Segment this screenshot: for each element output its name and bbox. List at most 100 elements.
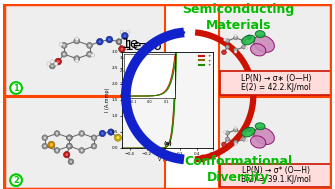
Ellipse shape xyxy=(251,44,266,56)
Circle shape xyxy=(233,48,238,52)
Circle shape xyxy=(43,144,47,148)
Circle shape xyxy=(233,128,238,132)
Circle shape xyxy=(61,51,67,57)
Circle shape xyxy=(234,35,237,37)
Circle shape xyxy=(66,143,72,149)
Circle shape xyxy=(109,130,113,134)
Circle shape xyxy=(225,45,229,49)
Circle shape xyxy=(55,58,62,65)
Text: 1: 1 xyxy=(13,84,19,93)
Circle shape xyxy=(67,143,72,149)
Text: E(2) = 42.2.KJ/mol: E(2) = 42.2.KJ/mol xyxy=(241,83,311,92)
Circle shape xyxy=(122,33,128,39)
Circle shape xyxy=(117,40,121,43)
Circle shape xyxy=(245,47,248,49)
Circle shape xyxy=(80,149,83,152)
Circle shape xyxy=(120,30,124,34)
Circle shape xyxy=(242,39,246,43)
Circle shape xyxy=(108,129,114,135)
Circle shape xyxy=(100,132,104,135)
Circle shape xyxy=(91,53,94,57)
Circle shape xyxy=(99,130,106,137)
Circle shape xyxy=(54,148,60,153)
Circle shape xyxy=(62,52,66,56)
Text: 2: 2 xyxy=(13,176,19,185)
Circle shape xyxy=(51,60,54,63)
Circle shape xyxy=(68,144,71,148)
Circle shape xyxy=(88,43,91,47)
Text: LP(N) → σ∗ (O—H): LP(N) → σ∗ (O—H) xyxy=(241,74,311,83)
Text: LP(N) → σ* (O—H): LP(N) → σ* (O—H) xyxy=(242,166,310,175)
Circle shape xyxy=(92,136,96,139)
Circle shape xyxy=(54,62,58,66)
Circle shape xyxy=(115,134,122,141)
Circle shape xyxy=(91,143,97,149)
Ellipse shape xyxy=(242,35,255,45)
Circle shape xyxy=(69,160,73,163)
Circle shape xyxy=(59,43,63,46)
Ellipse shape xyxy=(254,36,274,52)
Circle shape xyxy=(80,132,83,135)
FancyBboxPatch shape xyxy=(3,4,165,96)
Circle shape xyxy=(74,38,80,44)
Circle shape xyxy=(242,137,246,141)
Circle shape xyxy=(10,82,22,94)
Circle shape xyxy=(245,139,248,141)
Circle shape xyxy=(62,43,66,47)
Text: Semiconducting
Materials: Semiconducting Materials xyxy=(183,3,295,32)
Circle shape xyxy=(67,135,72,141)
Circle shape xyxy=(120,47,124,51)
Circle shape xyxy=(88,52,91,56)
Circle shape xyxy=(233,140,238,144)
FancyBboxPatch shape xyxy=(220,163,332,187)
Circle shape xyxy=(67,136,71,139)
Circle shape xyxy=(234,127,237,129)
Ellipse shape xyxy=(255,31,265,38)
Circle shape xyxy=(74,56,80,62)
Circle shape xyxy=(49,143,54,147)
Circle shape xyxy=(224,39,226,41)
Circle shape xyxy=(10,174,22,186)
Circle shape xyxy=(48,141,55,148)
FancyBboxPatch shape xyxy=(219,97,332,189)
Circle shape xyxy=(87,43,92,48)
Circle shape xyxy=(119,46,125,52)
Circle shape xyxy=(221,142,226,147)
FancyBboxPatch shape xyxy=(220,71,332,95)
FancyBboxPatch shape xyxy=(3,97,165,189)
Circle shape xyxy=(233,36,238,40)
Circle shape xyxy=(75,39,79,43)
Circle shape xyxy=(49,63,55,69)
Circle shape xyxy=(47,62,51,66)
Circle shape xyxy=(225,137,229,141)
Circle shape xyxy=(91,135,97,141)
Circle shape xyxy=(54,131,60,136)
Circle shape xyxy=(123,34,127,38)
Ellipse shape xyxy=(255,123,265,130)
Ellipse shape xyxy=(254,128,274,145)
Circle shape xyxy=(87,51,92,57)
Circle shape xyxy=(64,151,70,158)
Circle shape xyxy=(96,38,103,45)
Circle shape xyxy=(61,43,67,48)
Circle shape xyxy=(75,59,79,63)
Circle shape xyxy=(75,57,79,60)
Ellipse shape xyxy=(251,136,266,148)
Circle shape xyxy=(247,35,252,40)
Text: E(2) = 39.1.KJ/mol: E(2) = 39.1.KJ/mol xyxy=(241,175,311,184)
Circle shape xyxy=(116,39,122,45)
Circle shape xyxy=(234,51,237,53)
Circle shape xyxy=(242,45,246,49)
Circle shape xyxy=(108,38,111,41)
Circle shape xyxy=(98,40,102,43)
Circle shape xyxy=(225,131,229,135)
Circle shape xyxy=(67,144,71,148)
Circle shape xyxy=(106,36,113,43)
Circle shape xyxy=(251,130,256,135)
Circle shape xyxy=(242,131,246,135)
Circle shape xyxy=(224,131,226,133)
Circle shape xyxy=(56,60,60,63)
Circle shape xyxy=(42,143,48,149)
Circle shape xyxy=(55,149,59,152)
Text: Conformational
Diversity: Conformational Diversity xyxy=(185,155,293,184)
